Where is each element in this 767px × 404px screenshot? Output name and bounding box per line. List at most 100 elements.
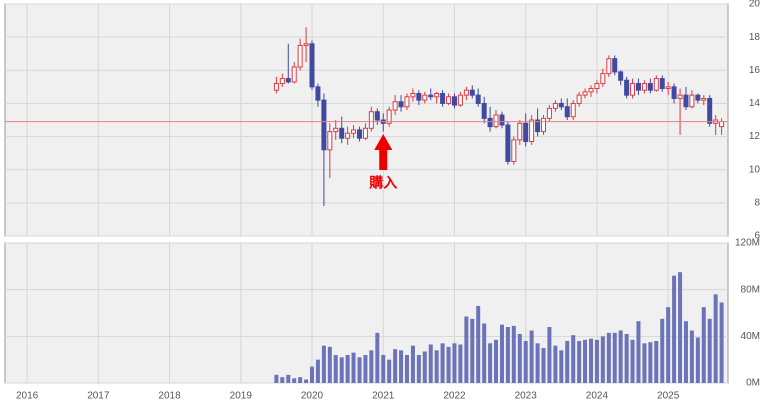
candle-body bbox=[463, 89, 469, 96]
candle-body bbox=[511, 139, 517, 162]
candle-body bbox=[624, 79, 630, 96]
candle-body bbox=[630, 83, 636, 96]
bar bbox=[416, 355, 421, 383]
candle-body bbox=[297, 44, 303, 68]
candle-body bbox=[683, 94, 689, 108]
bar bbox=[672, 275, 677, 383]
candle-body bbox=[487, 117, 493, 128]
candle-body bbox=[582, 91, 588, 96]
candle-body bbox=[612, 58, 618, 73]
bar bbox=[381, 355, 386, 383]
x-tick-label: 2017 bbox=[87, 391, 110, 402]
bar bbox=[553, 345, 558, 383]
bar bbox=[452, 343, 457, 383]
candle-body bbox=[481, 102, 487, 119]
bar bbox=[571, 335, 576, 383]
bar bbox=[363, 355, 368, 383]
candle-body bbox=[457, 94, 463, 106]
candle-body bbox=[671, 86, 677, 99]
candle-body bbox=[351, 129, 357, 134]
candle-body bbox=[659, 78, 665, 90]
candle-body bbox=[535, 119, 541, 133]
candle-body bbox=[505, 124, 511, 162]
bar bbox=[666, 307, 671, 383]
candle-body bbox=[422, 94, 428, 101]
annotation-text: 購入 bbox=[368, 175, 397, 191]
bar bbox=[654, 341, 659, 383]
candle-body bbox=[570, 102, 576, 118]
candle-body bbox=[499, 114, 505, 126]
x-tick-label: 2022 bbox=[443, 391, 466, 402]
candle-body bbox=[475, 94, 481, 104]
candle-body bbox=[647, 83, 653, 91]
bar bbox=[517, 334, 522, 383]
bar bbox=[470, 318, 475, 383]
bar bbox=[399, 350, 404, 383]
bar bbox=[523, 341, 528, 383]
candle-body bbox=[546, 107, 552, 119]
bar bbox=[286, 374, 291, 383]
bar bbox=[600, 336, 605, 383]
bar bbox=[594, 339, 599, 383]
bar bbox=[583, 339, 588, 383]
candle-body bbox=[440, 92, 446, 104]
bar bbox=[529, 330, 534, 383]
candle-body bbox=[517, 122, 523, 141]
candle-body bbox=[386, 109, 392, 124]
candle-body bbox=[339, 127, 345, 139]
candle-body bbox=[558, 102, 564, 108]
x-tick-label: 2020 bbox=[301, 391, 324, 402]
bar bbox=[707, 318, 712, 383]
bar bbox=[434, 350, 439, 383]
bar bbox=[464, 316, 469, 383]
candle-body bbox=[653, 78, 659, 91]
bar bbox=[422, 351, 427, 383]
candle-body bbox=[333, 127, 339, 133]
bar bbox=[304, 379, 309, 383]
candle-body bbox=[707, 97, 713, 124]
x-tick-label: 2023 bbox=[515, 391, 538, 402]
candle-body bbox=[689, 94, 695, 108]
candle-body bbox=[315, 86, 321, 101]
bar bbox=[642, 343, 647, 383]
bar bbox=[606, 332, 611, 383]
candle-body bbox=[357, 129, 363, 139]
y-tick-label: 120M bbox=[735, 238, 760, 249]
bar bbox=[292, 378, 297, 383]
bar bbox=[410, 345, 415, 383]
candle-body bbox=[410, 92, 416, 98]
bar bbox=[559, 350, 564, 383]
candle-body bbox=[309, 43, 315, 88]
bar bbox=[565, 341, 570, 383]
x-tick-label: 2018 bbox=[158, 391, 181, 402]
bar bbox=[280, 377, 285, 383]
bar bbox=[310, 366, 315, 383]
x-tick-label: 2025 bbox=[657, 391, 680, 402]
bar bbox=[577, 341, 582, 383]
bar bbox=[630, 339, 635, 383]
bar bbox=[683, 321, 688, 383]
candle-body bbox=[285, 78, 291, 83]
candle-body bbox=[541, 117, 547, 133]
bar bbox=[701, 307, 706, 383]
candle-body bbox=[451, 96, 457, 106]
candle-body bbox=[665, 86, 671, 90]
bar bbox=[695, 337, 700, 383]
x-tick-label: 2024 bbox=[586, 391, 609, 402]
bar bbox=[369, 350, 374, 383]
candle-body bbox=[529, 119, 535, 143]
candle-body bbox=[446, 96, 452, 104]
candle-body bbox=[588, 88, 594, 93]
x-tick-label: 2021 bbox=[372, 391, 395, 402]
y-tick-label: 80M bbox=[741, 284, 760, 295]
y-tick-label: 18 bbox=[749, 32, 761, 43]
bar bbox=[689, 330, 694, 383]
bar bbox=[458, 344, 463, 383]
candle-body bbox=[428, 94, 434, 98]
bar bbox=[660, 318, 665, 383]
y-tick-label: 16 bbox=[749, 65, 761, 76]
bar bbox=[499, 324, 504, 383]
x-tick-label: 2019 bbox=[230, 391, 253, 402]
candle-body bbox=[392, 101, 398, 111]
x-tick-label: 2016 bbox=[16, 391, 39, 402]
